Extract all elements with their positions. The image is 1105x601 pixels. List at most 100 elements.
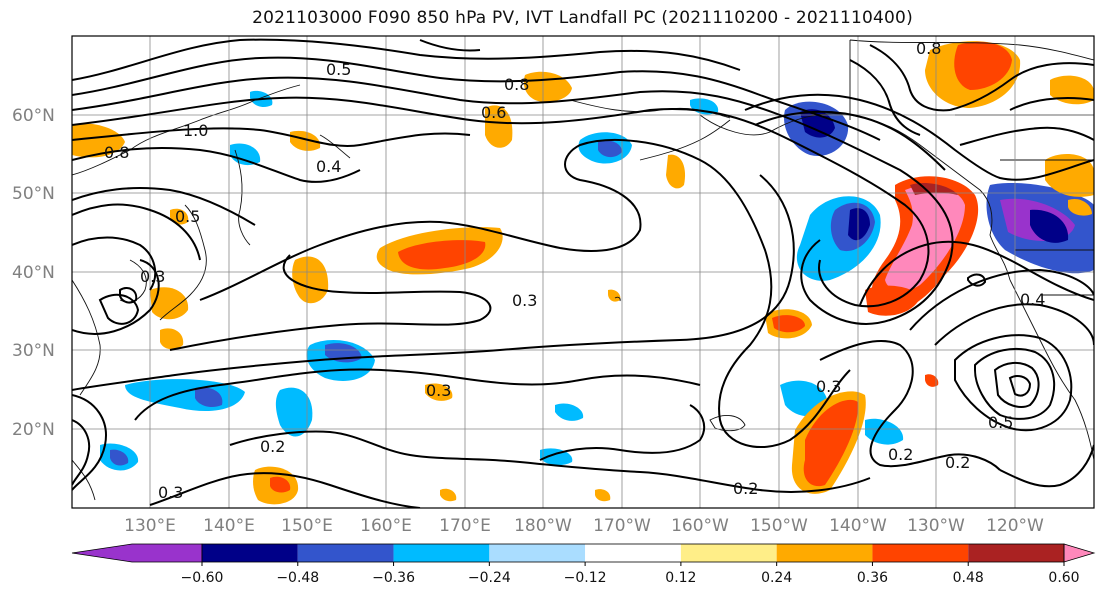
shade-positive (595, 489, 611, 502)
longitude-axis: 130°E 140°E 150°E 160°E 170°E 180°W 170°… (124, 516, 1044, 536)
contour-line (72, 419, 91, 486)
lat-label-60n: 60°N (12, 106, 55, 126)
contour-line (967, 273, 987, 287)
shade-positive (772, 315, 805, 333)
contour-line (72, 174, 795, 391)
lon-label: 130°E (124, 516, 176, 536)
contour-label: 0.3 (426, 381, 451, 400)
lon-label: 130°W (907, 516, 965, 536)
contour-label: 0.5 (988, 413, 1013, 432)
contour-line (72, 187, 256, 226)
shade-positive (72, 123, 125, 158)
contour-line (993, 362, 1040, 408)
contour-line (72, 259, 160, 335)
colorbar-segment (393, 544, 490, 562)
map-border (71, 35, 1095, 509)
contour-label: 0.2 (733, 479, 758, 498)
contour-line (744, 93, 1094, 181)
shade-negative (598, 140, 622, 158)
contour-label: 0.2 (888, 445, 913, 464)
contour-line (72, 38, 741, 81)
colorbar-tick-label: −0.48 (276, 570, 319, 586)
coastline (1009, 279, 1094, 461)
colorbar-tick-label: −0.36 (372, 570, 415, 586)
coastline (234, 149, 251, 246)
lat-label-20n: 20°N (12, 420, 55, 440)
contour-line (1008, 375, 1032, 397)
colorbar-segment (297, 544, 394, 562)
contour-line (72, 394, 107, 491)
contour-label: 0.8 (916, 39, 941, 58)
contour-line (959, 126, 1094, 146)
map-title: 2021103000 F090 850 hPa PV, IVT Landfall… (252, 8, 913, 28)
contour-line (1009, 97, 1094, 111)
shade-negative (110, 449, 129, 466)
contour-label: 0.5 (175, 207, 200, 226)
lon-label: 120°W (986, 516, 1044, 536)
lat-label-50n: 50°N (12, 184, 55, 204)
lon-label: 150°E (281, 516, 333, 536)
shade-positive (608, 289, 621, 302)
contour-label: 0.4 (316, 157, 341, 176)
colorbar: −0.60 −0.48 −0.36 −0.24 −0.12 0.12 0.24 0.36 0.4… (71, 543, 1096, 586)
contour-line (954, 334, 1073, 432)
colorbar-segment (202, 544, 298, 562)
colorbar-segment (776, 544, 873, 562)
contour-line (72, 76, 954, 325)
contour-line (72, 56, 881, 141)
colorbar-segment (585, 544, 681, 562)
contour-label: 0.8 (104, 143, 129, 162)
contour-label: 0.5 (326, 60, 351, 79)
lon-label: 160°E (360, 516, 412, 536)
contour-line (949, 62, 1094, 111)
contour-line (72, 127, 471, 147)
colorbar-segment (968, 544, 1064, 562)
contour-line (539, 404, 706, 461)
contour-line (119, 287, 138, 304)
coastline (699, 113, 1011, 281)
coastline (72, 459, 96, 501)
contour-line (169, 254, 492, 351)
lon-label: 140°E (203, 516, 255, 536)
contour-line (999, 444, 1094, 488)
contour-line (149, 472, 421, 508)
shade-positive (270, 476, 291, 493)
colorbar-segment (1063, 543, 1096, 563)
colorbar-tick-label: 0.24 (761, 570, 792, 586)
colorbar-tick-label: 0.60 (1048, 570, 1079, 586)
contour-line (199, 139, 851, 449)
contour-labels: 0.3 0.3 0.3 0.2 0.2 0.2 0.2 0.4 0.4 0.5 … (104, 39, 1045, 502)
shade-positive (150, 287, 189, 320)
contour-line (934, 303, 1094, 346)
colorbar-segment (680, 544, 777, 562)
contour-label: 0.6 (481, 103, 506, 122)
shade-positive (954, 41, 1012, 90)
contour-label: 0.3 (158, 483, 183, 502)
shade-negative (1030, 209, 1069, 243)
colorbar-tick-label: −0.60 (181, 570, 224, 586)
coastline (159, 204, 207, 321)
contour-line (754, 110, 946, 171)
shade-positive (398, 240, 486, 270)
coastline (72, 279, 101, 396)
lat-label-40n: 40°N (12, 263, 55, 283)
lon-label: 170°E (439, 516, 491, 536)
contour-line (869, 44, 951, 112)
lon-label: 160°W (671, 516, 729, 536)
contour-line (419, 39, 481, 52)
contour-line (72, 203, 201, 261)
contour-line (72, 236, 157, 291)
coastline (72, 84, 301, 176)
contour-label: 0.2 (945, 453, 970, 472)
shade-negative (195, 387, 223, 408)
contour-line (72, 96, 930, 308)
lon-label: 170°W (593, 516, 651, 536)
contour-line (98, 293, 140, 325)
contour-label: 0.3 (816, 377, 841, 396)
contour-label: 0.8 (504, 75, 529, 94)
lon-label: 140°W (829, 516, 887, 536)
contour-line (229, 430, 871, 493)
lon-label: 180°W (514, 516, 572, 536)
colorbar-tick-label: −0.24 (468, 570, 511, 586)
